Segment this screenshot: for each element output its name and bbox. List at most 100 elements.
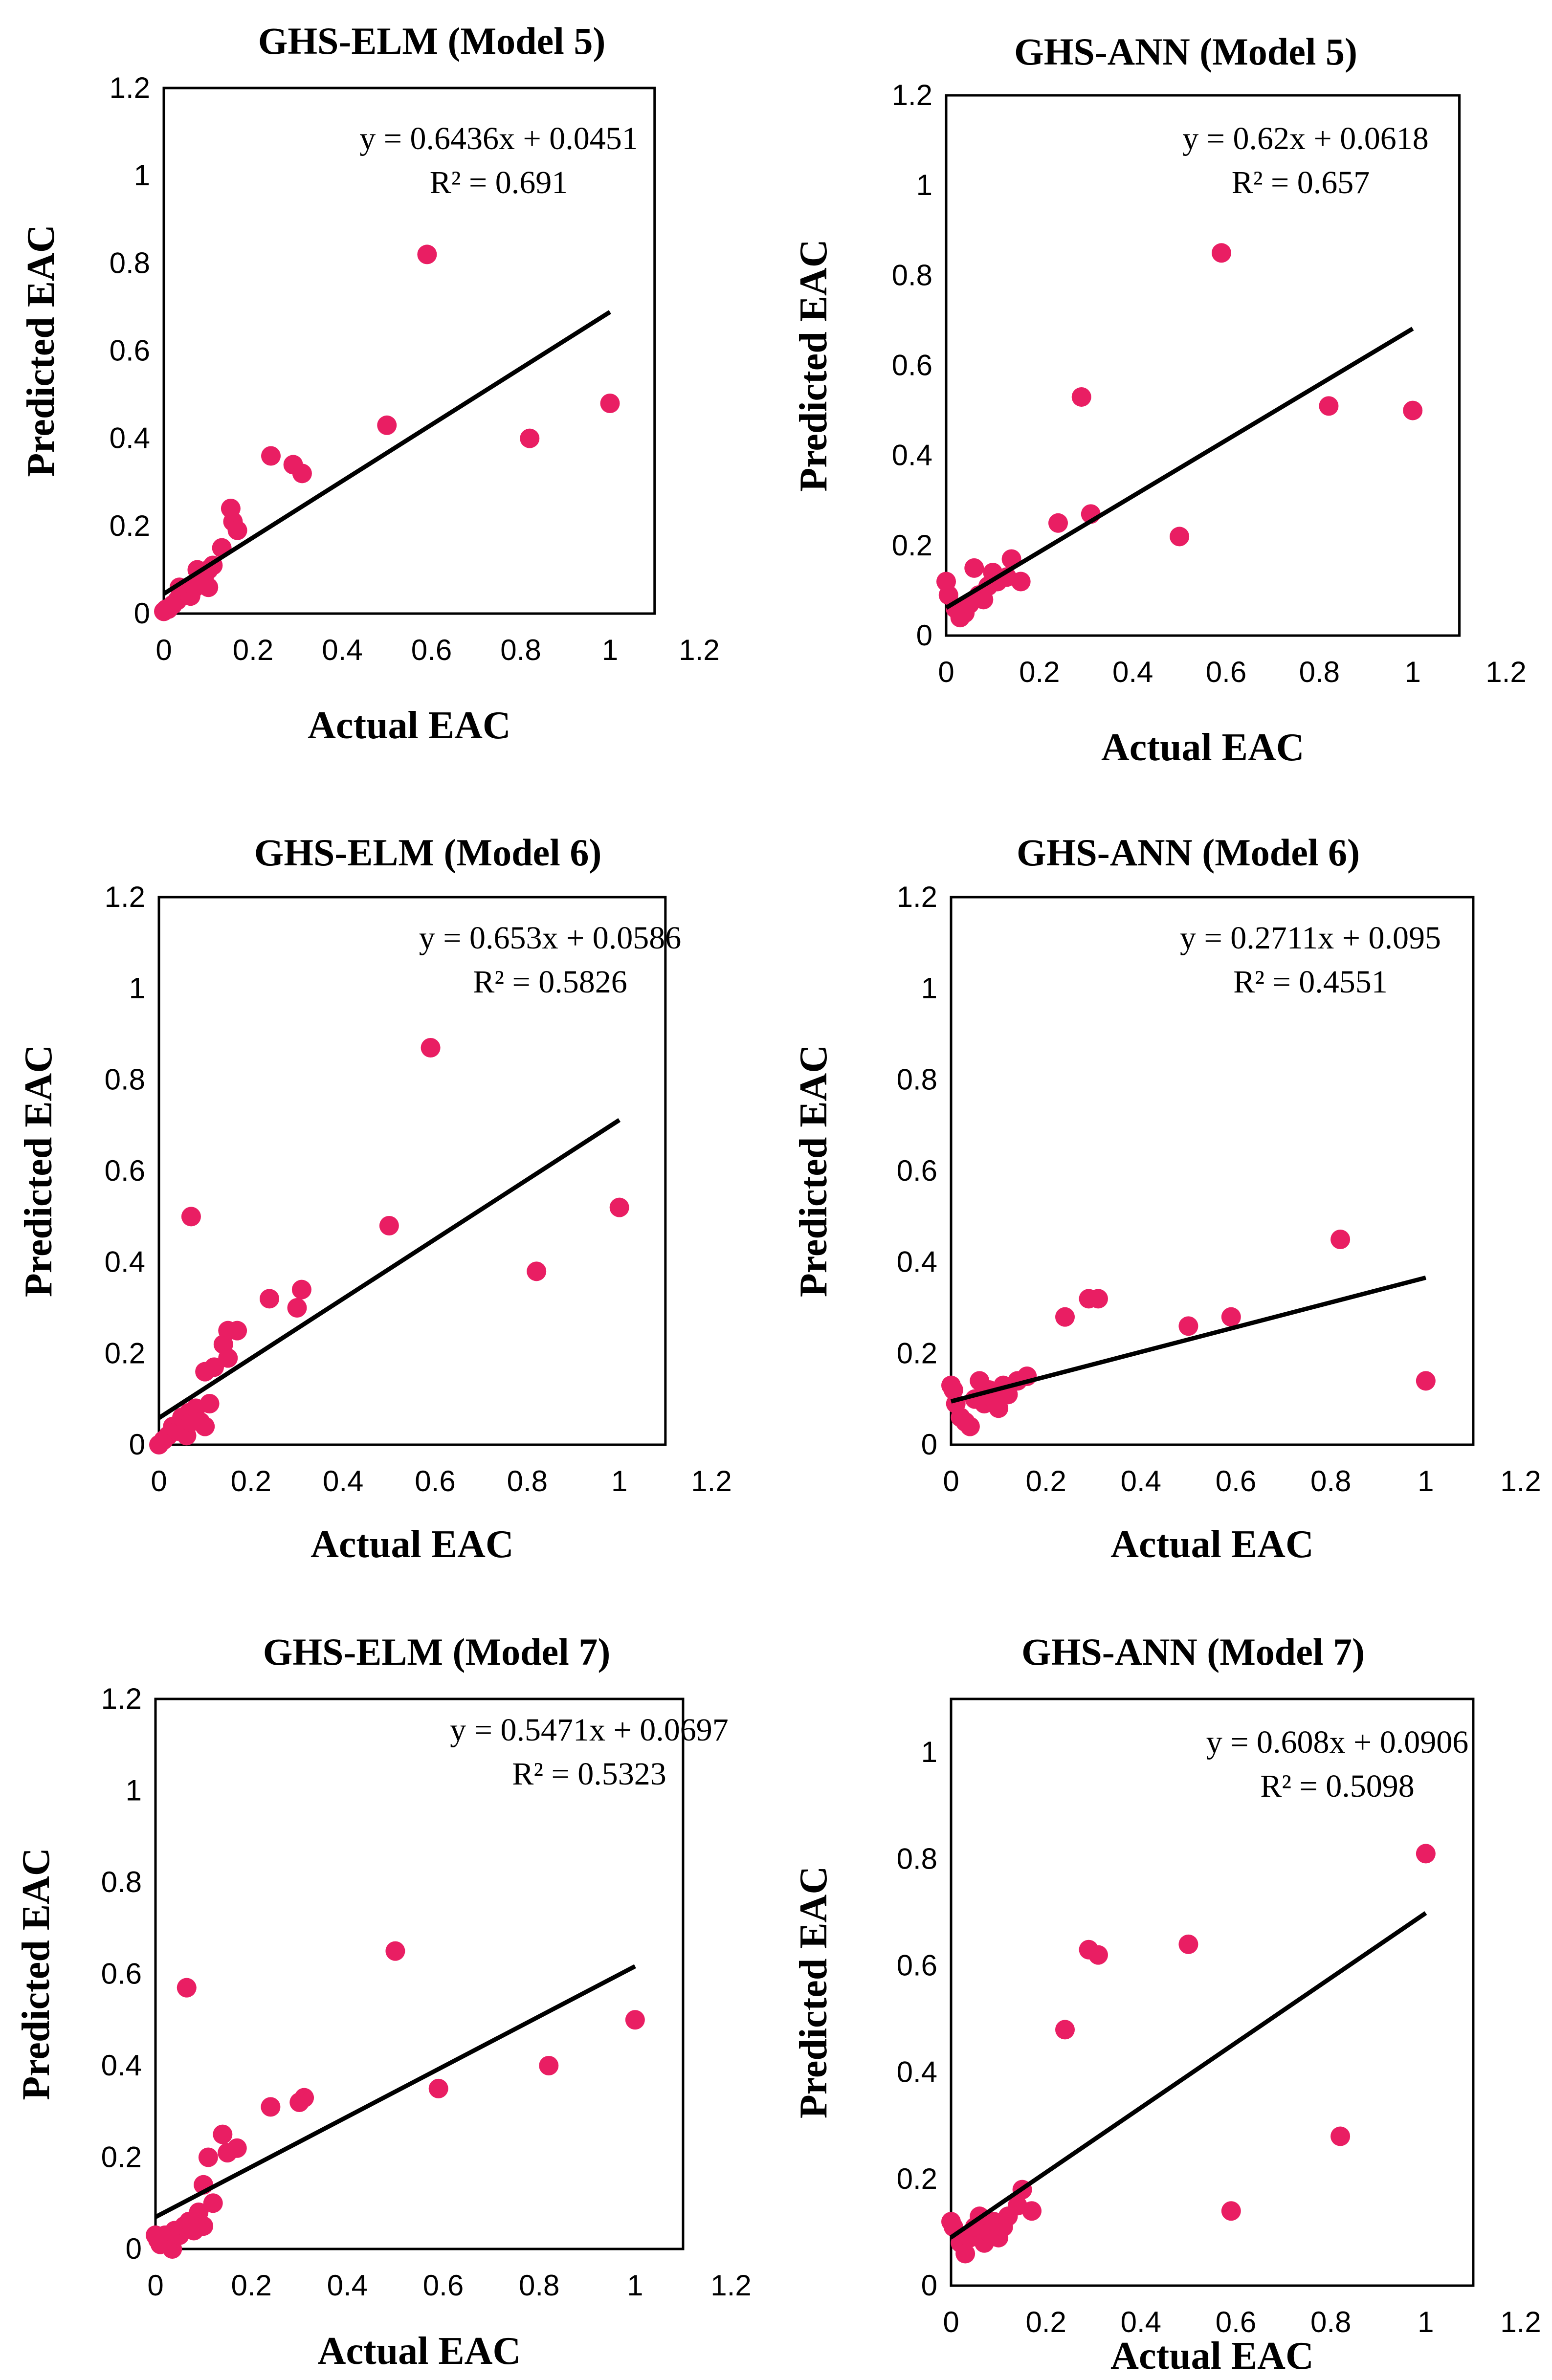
data-point (1178, 1934, 1198, 1954)
y-tick-label: 1.2 (892, 79, 932, 111)
y-tick-label: 1 (916, 169, 932, 201)
x-tick-label: 0 (151, 1465, 167, 1498)
x-tick-label: 1.2 (679, 634, 719, 666)
data-point (292, 463, 312, 484)
data-point (177, 1978, 197, 1998)
x-tick-label: 0.8 (507, 1465, 548, 1498)
y-tick-label: 0.6 (105, 1154, 145, 1187)
data-point (1088, 1289, 1108, 1309)
chart-panel: GHS-ELM (Model 7) 0 0.2 0.4 0.6 0.8 1 1.2 0 0.2 0.… (15, 1631, 752, 2373)
x-tick-label: 0.4 (323, 1465, 363, 1498)
y-tick-label: 1.2 (105, 881, 145, 913)
y-tick-label: 1 (126, 1774, 142, 1807)
r-squared: R² = 0.5826 (473, 964, 627, 1000)
x-tick-label: 0 (155, 634, 172, 666)
x-tick-label: 0.2 (231, 2269, 271, 2302)
data-point (1211, 243, 1231, 263)
y-tick-label: 0.2 (897, 1337, 937, 1369)
y-tick-label: 0.6 (897, 1154, 937, 1187)
data-point (609, 1197, 629, 1217)
data-point (198, 2147, 218, 2167)
data-point (625, 2010, 645, 2030)
plot-frame (157, 896, 667, 1446)
x-tick-label: 0.2 (1019, 656, 1060, 688)
plot-frame (950, 1697, 1475, 2287)
data-point (421, 1038, 441, 1058)
x-tick-label: 0.2 (233, 634, 273, 666)
y-tick-label: 0 (921, 2269, 937, 2302)
y-tick-label: 1.2 (101, 1682, 142, 1715)
data-point (218, 1348, 238, 1368)
data-point (195, 1416, 215, 1436)
y-tick-label: 0.8 (101, 1866, 142, 1898)
data-point (227, 2138, 247, 2158)
data-point (227, 520, 247, 540)
data-point (1330, 1230, 1351, 1249)
y-tick-label: 0.8 (892, 259, 932, 291)
x-axis-label: Actual EAC (1110, 1523, 1314, 1566)
data-point (261, 2097, 281, 2117)
x-tick-label: 1.2 (1500, 2306, 1541, 2338)
data-point (989, 1398, 1009, 1418)
y-tick-label: 0.4 (897, 2056, 937, 2089)
x-axis-label: Actual EAC (1110, 2335, 1314, 2378)
x-tick-label: 0.6 (1216, 1465, 1256, 1498)
data-point (1178, 1316, 1198, 1336)
data-point (417, 244, 437, 264)
data-point (1011, 572, 1031, 592)
y-axis-label: Predicted EAC (20, 224, 63, 477)
y-tick-label: 0 (129, 1428, 145, 1461)
r-squared: R² = 0.657 (1232, 165, 1370, 200)
y-tick-label: 0.2 (892, 529, 932, 562)
chart-title: GHS-ELM (Model 6) (254, 831, 602, 874)
x-tick-label: 0.8 (500, 634, 541, 666)
data-point (385, 1941, 405, 1961)
data-point (1071, 387, 1091, 407)
y-tick-label: 0.8 (897, 1842, 937, 1875)
x-tick-label: 0 (938, 656, 954, 688)
trend-equation: y = 0.653x + 0.0586 (419, 920, 681, 956)
data-point (261, 446, 281, 466)
data-point (203, 2193, 223, 2213)
data-point (955, 2244, 976, 2264)
x-tick-label: 0.4 (1121, 1465, 1161, 1498)
trend-line (162, 310, 611, 596)
data-point (960, 1416, 980, 1436)
y-tick-label: 0.2 (110, 509, 150, 542)
trend-line (154, 1964, 636, 2219)
x-tick-label: 1.2 (710, 2269, 751, 2302)
data-point (1088, 1945, 1108, 1965)
data-point (1416, 1371, 1436, 1391)
y-tick-label: 0.4 (110, 422, 150, 455)
chart-title: GHS-ANN (Model 7) (1021, 1631, 1365, 1673)
trend-equation: y = 0.6436x + 0.0451 (359, 121, 638, 156)
y-tick-label: 1.2 (897, 881, 937, 913)
x-tick-label: 0.6 (1216, 2306, 1256, 2338)
y-tick-label: 0 (126, 2232, 142, 2265)
y-tick-label: 1 (921, 1736, 937, 1768)
x-tick-label: 1 (602, 634, 618, 666)
r-squared: R² = 0.5323 (512, 1756, 666, 1792)
chart-panel: GHS-ANN (Model 5) 0 0.2 0.4 0.6 0.8 1 1.2 0 0.2 0.… (792, 30, 1527, 769)
y-tick-label: 0.8 (105, 1063, 145, 1096)
x-tick-label: 0.8 (1310, 1465, 1351, 1498)
data-point (539, 2056, 559, 2075)
y-tick-label: 0 (921, 1428, 937, 1461)
x-tick-label: 0.6 (423, 2269, 464, 2302)
data-point (379, 1216, 399, 1235)
data-point (428, 2078, 448, 2098)
r-squared: R² = 0.691 (430, 165, 568, 200)
data-point (204, 1357, 224, 1377)
chart-panel: GHS-ANN (Model 6) 0 0.2 0.4 0.6 0.8 1 1.2 0 0.2 0.… (792, 831, 1541, 1566)
x-tick-label: 0 (147, 2269, 163, 2302)
x-tick-label: 1.2 (1500, 1465, 1541, 1498)
plot-frame (945, 94, 1461, 637)
y-tick-label: 0.6 (110, 334, 150, 367)
trend-equation: y = 0.5471x + 0.0697 (450, 1712, 728, 1748)
chart-title: GHS-ANN (Model 6) (1017, 831, 1360, 874)
x-tick-label: 1.2 (691, 1465, 732, 1498)
y-tick-label: 0.8 (110, 246, 150, 279)
plot-frame (950, 896, 1475, 1446)
chart-title: GHS-ELM (Model 7) (263, 1631, 611, 1673)
data-point (1319, 396, 1339, 416)
